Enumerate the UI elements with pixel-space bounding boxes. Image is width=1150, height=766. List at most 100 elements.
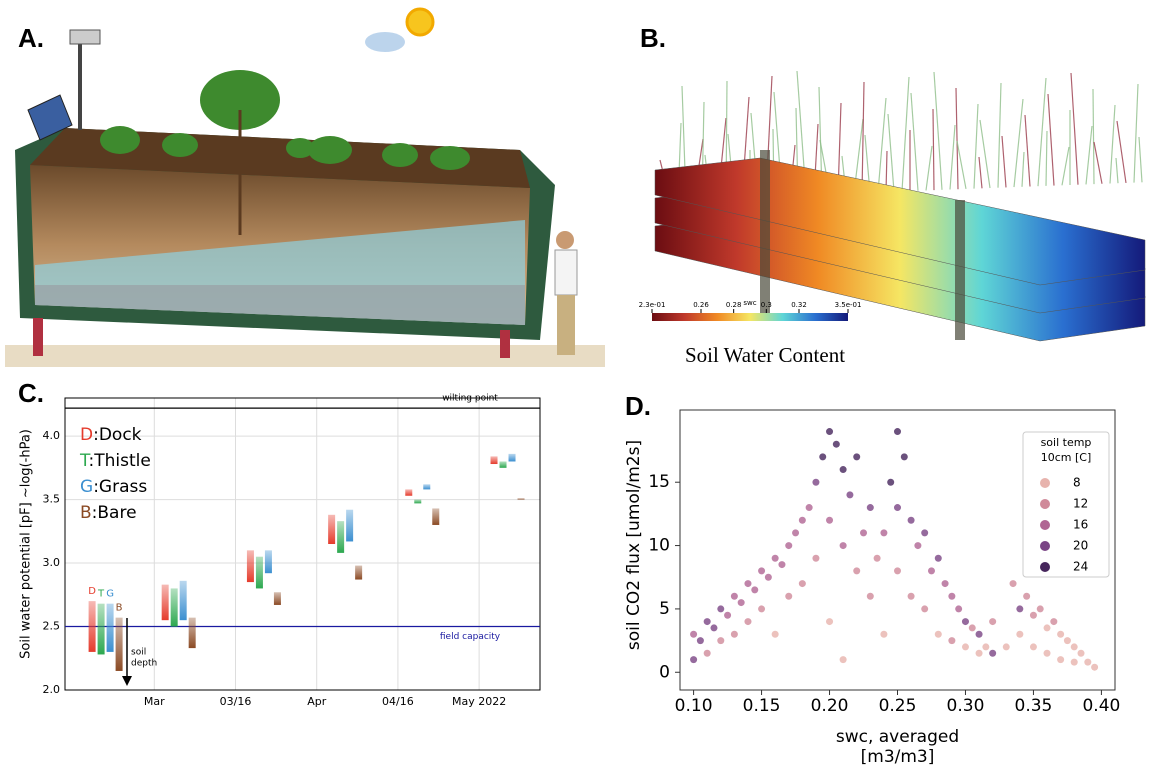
y-tick-label: 3.0: [43, 556, 61, 569]
scatter-point: [758, 605, 765, 612]
scatter-point: [751, 586, 758, 593]
scatter-point: [840, 466, 847, 473]
plant-stem: [979, 157, 982, 188]
plant-stem: [862, 82, 864, 193]
scatter-point: [785, 593, 792, 600]
scatter-point: [1071, 643, 1078, 650]
figure: swc2.3e-010.260.280.30.323.5e-01Soil Wat…: [0, 0, 1150, 766]
sun: [407, 9, 433, 35]
scatter-point: [833, 441, 840, 448]
plant-stem: [1048, 94, 1054, 186]
scatter-point: [880, 631, 887, 638]
colorbar-title: swc: [743, 299, 756, 307]
range-bar: [509, 454, 516, 462]
range-bar: [337, 521, 344, 553]
range-bar: [171, 588, 178, 626]
scatter-point: [690, 631, 697, 638]
plant-stem: [888, 114, 894, 192]
scatter-point: [799, 517, 806, 524]
y-tick-label: 2.5: [43, 620, 61, 633]
panel-label: D.: [625, 391, 651, 421]
plant-stem: [1134, 84, 1138, 183]
x-tick-label: 0.20: [811, 696, 849, 716]
series-letter: B: [116, 603, 123, 614]
range-bar: [328, 515, 335, 544]
scatter-point: [765, 574, 772, 581]
plant-stem: [1086, 126, 1092, 184]
scatter-point: [880, 529, 887, 536]
legend-key: D: [80, 425, 93, 445]
legend-marker: [1040, 520, 1050, 530]
plant-stem: [956, 88, 958, 189]
vertical-slice: [760, 150, 770, 320]
scatter-point: [955, 605, 962, 612]
plant-stem: [1025, 115, 1030, 187]
legend-title: soil temp: [1041, 436, 1092, 449]
x-axis-label: swc, averaged: [836, 727, 959, 747]
scatter-point: [1044, 650, 1051, 657]
scatter-point: [942, 580, 949, 587]
x-tick-label: May 2022: [452, 695, 506, 708]
colorbar-tick-label: 0.28: [726, 301, 742, 309]
legend-key: B: [80, 503, 92, 523]
plant-stem: [1110, 105, 1115, 184]
range-bar: [432, 508, 439, 525]
scatter-point: [908, 593, 915, 600]
scatter-point: [962, 643, 969, 650]
plant-stem: [926, 146, 932, 190]
plant-stem: [934, 72, 942, 190]
scatter-point: [1010, 580, 1017, 587]
scatter-point: [874, 555, 881, 562]
y-tick-label: 2.0: [43, 683, 61, 696]
x-tick-label: 0.10: [675, 696, 713, 716]
scatter-point: [738, 599, 745, 606]
panel-a-illustration: [5, 9, 605, 367]
scatter-point: [867, 504, 874, 511]
legend-text: :Bare: [92, 503, 137, 523]
colorbar: [652, 313, 848, 321]
vertical-slice: [955, 200, 965, 340]
scatter-point: [1057, 656, 1064, 663]
scatter-point: [853, 453, 860, 460]
x-tick-label: 0.35: [1015, 696, 1053, 716]
legend-text: :Dock: [93, 425, 142, 445]
scatter-point: [921, 605, 928, 612]
ground: [5, 345, 605, 367]
scatter-point: [758, 567, 765, 574]
plant-stem: [1014, 99, 1023, 187]
scatter-point: [772, 631, 779, 638]
scatter-point: [982, 643, 989, 650]
scatter-point: [1091, 664, 1098, 671]
legend-label: 8: [1073, 476, 1081, 490]
scatter-point: [948, 637, 955, 644]
range-bar: [491, 456, 498, 464]
soil-depth-label: soil: [131, 648, 146, 658]
scatter-point: [826, 428, 833, 435]
y-axis-label: Soil water potential [pF] ~log(-hPa): [19, 429, 34, 659]
scatter-point: [1030, 643, 1037, 650]
plant-stem: [1071, 73, 1078, 185]
scatter-point: [935, 631, 942, 638]
legend-entry: G:Grass: [80, 477, 147, 497]
scatter-point: [731, 593, 738, 600]
y-axis-label: soil CO2 flux [umol/m2s]: [624, 440, 644, 650]
range-bar: [89, 601, 96, 652]
plant-stem: [1002, 136, 1006, 187]
legend-marker: [1040, 478, 1050, 488]
legend-marker: [1040, 541, 1050, 551]
plant-stem: [1022, 152, 1024, 187]
scatter-point: [976, 631, 983, 638]
camera: [70, 30, 100, 44]
range-bar: [423, 484, 430, 489]
scatter-point: [1037, 605, 1044, 612]
scatter-point: [704, 650, 711, 657]
scatter-point: [785, 542, 792, 549]
x-axis-label: [m3/m3]: [861, 747, 935, 766]
scatter-point: [976, 650, 983, 657]
arrow-head: [122, 676, 132, 686]
scatter-point: [1003, 643, 1010, 650]
scatter-point: [969, 624, 976, 631]
colorbar-tick-label: 3.5e-01: [835, 301, 862, 309]
legend-text: :Grass: [93, 477, 147, 497]
scatter-point: [744, 618, 751, 625]
